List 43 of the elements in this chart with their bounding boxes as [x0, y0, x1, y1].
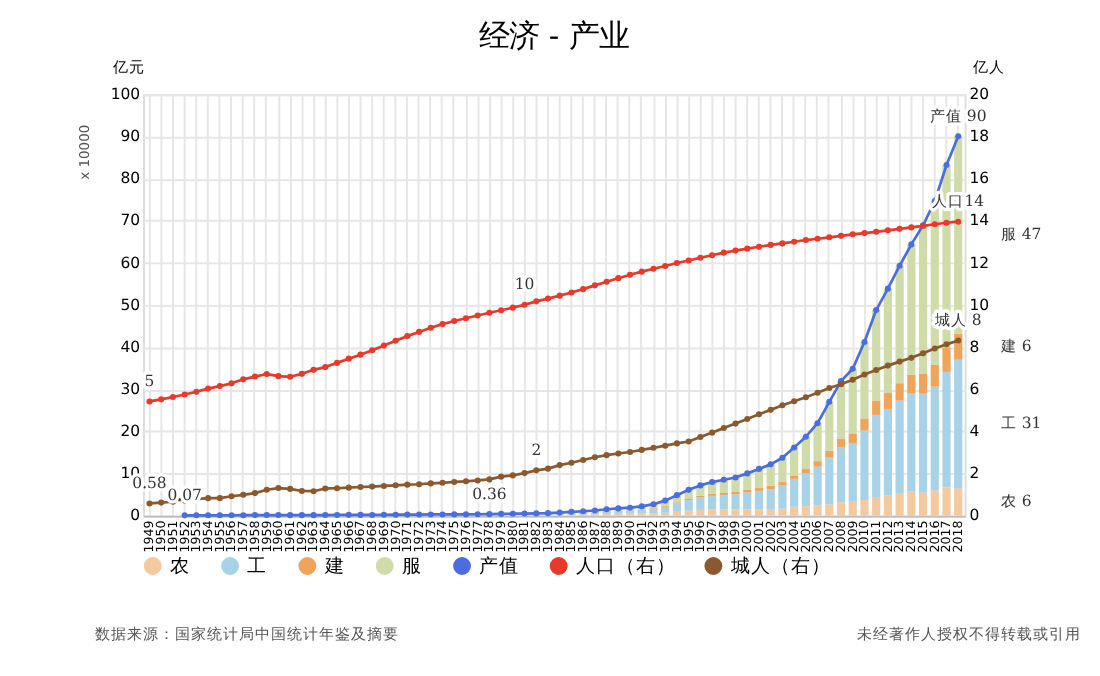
- y2-tick-label: 10: [969, 295, 990, 314]
- y2-tick-label: 6: [969, 380, 980, 399]
- text: 未经著作人授权不得转载或引用: [856, 625, 1081, 644]
- legend-label: 建: [322, 553, 345, 578]
- annotation: 5: [144, 371, 155, 390]
- annotation: 产值 90: [929, 106, 987, 125]
- y-axis-title: 亿元: [110, 57, 145, 76]
- legend-label: 人口（右）: [576, 555, 677, 578]
- source-note: 数据来源：国家统计局中国统计年鉴及摘要: [94, 625, 399, 644]
- y2-tick-label: 4: [969, 422, 980, 441]
- legend-label: 农: [170, 555, 191, 578]
- legend-label: 城人（右）: [728, 553, 831, 578]
- y2-axis-title: 亿人: [970, 57, 1005, 76]
- y2-tick-label: 0: [969, 506, 980, 525]
- y-tick-label: 20: [120, 422, 141, 441]
- y2-tick-label: 14: [969, 211, 990, 230]
- y-tick-label: 40: [120, 337, 141, 356]
- y-tick-label: 80: [120, 169, 141, 188]
- annotation: 服 47: [1000, 224, 1042, 243]
- y-tick-label: 100: [110, 85, 141, 104]
- chart-title: 经济 - 产业: [478, 17, 629, 54]
- annotation: 0.58: [132, 473, 167, 492]
- y2-tick-label: 20: [969, 85, 990, 104]
- annotation: 农 6: [1000, 492, 1032, 511]
- legend-label: 产值: [479, 553, 520, 578]
- y2-tick-label: 12: [969, 253, 990, 272]
- y2-tick-label: 16: [969, 169, 990, 188]
- y-tick-label: 0: [130, 506, 141, 525]
- annotation: 工 31: [1000, 414, 1042, 433]
- legend-label: 服: [402, 555, 423, 578]
- y-tick-label: 30: [120, 380, 141, 399]
- y-tick-label: 90: [120, 127, 141, 146]
- y-tick-label: 70: [120, 211, 141, 230]
- annotation: 0.36: [472, 484, 507, 503]
- y-tick-label: 50: [120, 295, 141, 314]
- legend-label: 工: [247, 555, 268, 578]
- y2-tick-label: 2: [969, 464, 980, 483]
- y2-tick-label: 18: [969, 127, 990, 146]
- annotation: 10: [514, 275, 535, 294]
- annotation: 2: [531, 440, 542, 459]
- annotation: 建 6: [998, 336, 1032, 355]
- y-tick-label: 60: [120, 253, 141, 272]
- y2-tick-label: 8: [969, 337, 980, 356]
